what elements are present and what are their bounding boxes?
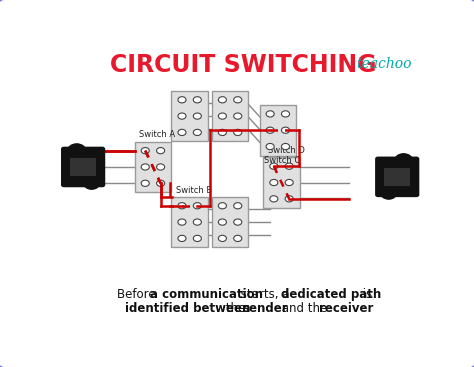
Text: a communication: a communication xyxy=(150,288,263,301)
Circle shape xyxy=(178,97,186,103)
Circle shape xyxy=(219,97,227,103)
Circle shape xyxy=(285,196,293,202)
Circle shape xyxy=(234,129,242,135)
Text: Before: Before xyxy=(117,288,159,301)
Circle shape xyxy=(193,97,201,103)
FancyBboxPatch shape xyxy=(384,168,410,186)
Circle shape xyxy=(234,203,242,209)
Circle shape xyxy=(219,113,227,119)
Text: Switch A: Switch A xyxy=(139,130,175,139)
FancyBboxPatch shape xyxy=(172,197,208,247)
Circle shape xyxy=(193,129,201,135)
Text: starts, a: starts, a xyxy=(237,288,293,301)
Circle shape xyxy=(234,97,242,103)
Circle shape xyxy=(156,164,164,170)
FancyBboxPatch shape xyxy=(212,91,248,141)
Text: teachoo: teachoo xyxy=(356,57,412,71)
Circle shape xyxy=(270,163,278,169)
FancyBboxPatch shape xyxy=(70,158,96,176)
Circle shape xyxy=(193,219,201,225)
Circle shape xyxy=(156,180,164,186)
Circle shape xyxy=(193,203,201,209)
Circle shape xyxy=(67,143,86,158)
Text: and the: and the xyxy=(278,302,331,315)
Circle shape xyxy=(178,235,186,241)
FancyBboxPatch shape xyxy=(212,197,248,247)
Circle shape xyxy=(394,153,413,168)
Circle shape xyxy=(282,127,290,133)
Circle shape xyxy=(285,179,293,186)
Circle shape xyxy=(266,127,274,133)
Circle shape xyxy=(178,129,186,135)
Circle shape xyxy=(266,143,274,150)
Text: dedicated path: dedicated path xyxy=(281,288,381,301)
Circle shape xyxy=(282,111,290,117)
Text: CIRCUIT SWITCHING: CIRCUIT SWITCHING xyxy=(109,53,376,77)
Text: Switch C: Switch C xyxy=(264,156,301,166)
Circle shape xyxy=(282,143,290,150)
Circle shape xyxy=(266,111,274,117)
FancyBboxPatch shape xyxy=(61,147,105,187)
Circle shape xyxy=(156,148,164,154)
Circle shape xyxy=(178,203,186,209)
Circle shape xyxy=(193,113,201,119)
FancyBboxPatch shape xyxy=(375,157,419,197)
Circle shape xyxy=(141,180,149,186)
Text: sender: sender xyxy=(243,302,288,315)
FancyBboxPatch shape xyxy=(260,105,296,156)
Text: Switch B: Switch B xyxy=(176,186,212,195)
Circle shape xyxy=(219,219,227,225)
Circle shape xyxy=(234,235,242,241)
FancyBboxPatch shape xyxy=(264,157,300,208)
Circle shape xyxy=(234,219,242,225)
FancyBboxPatch shape xyxy=(172,91,208,141)
Circle shape xyxy=(270,196,278,202)
Circle shape xyxy=(178,219,186,225)
Text: receiver: receiver xyxy=(319,302,374,315)
Circle shape xyxy=(380,187,397,200)
Circle shape xyxy=(219,129,227,135)
Circle shape xyxy=(141,148,149,154)
Circle shape xyxy=(219,203,227,209)
Circle shape xyxy=(83,177,100,190)
Circle shape xyxy=(270,179,278,186)
FancyBboxPatch shape xyxy=(135,142,171,192)
Circle shape xyxy=(178,113,186,119)
Circle shape xyxy=(193,235,201,241)
Circle shape xyxy=(285,163,293,169)
Circle shape xyxy=(234,113,242,119)
Text: identified between: identified between xyxy=(125,302,250,315)
Circle shape xyxy=(141,164,149,170)
Circle shape xyxy=(219,235,227,241)
Text: the: the xyxy=(222,302,249,315)
Text: Switch D: Switch D xyxy=(268,146,305,155)
Text: is: is xyxy=(359,288,372,301)
